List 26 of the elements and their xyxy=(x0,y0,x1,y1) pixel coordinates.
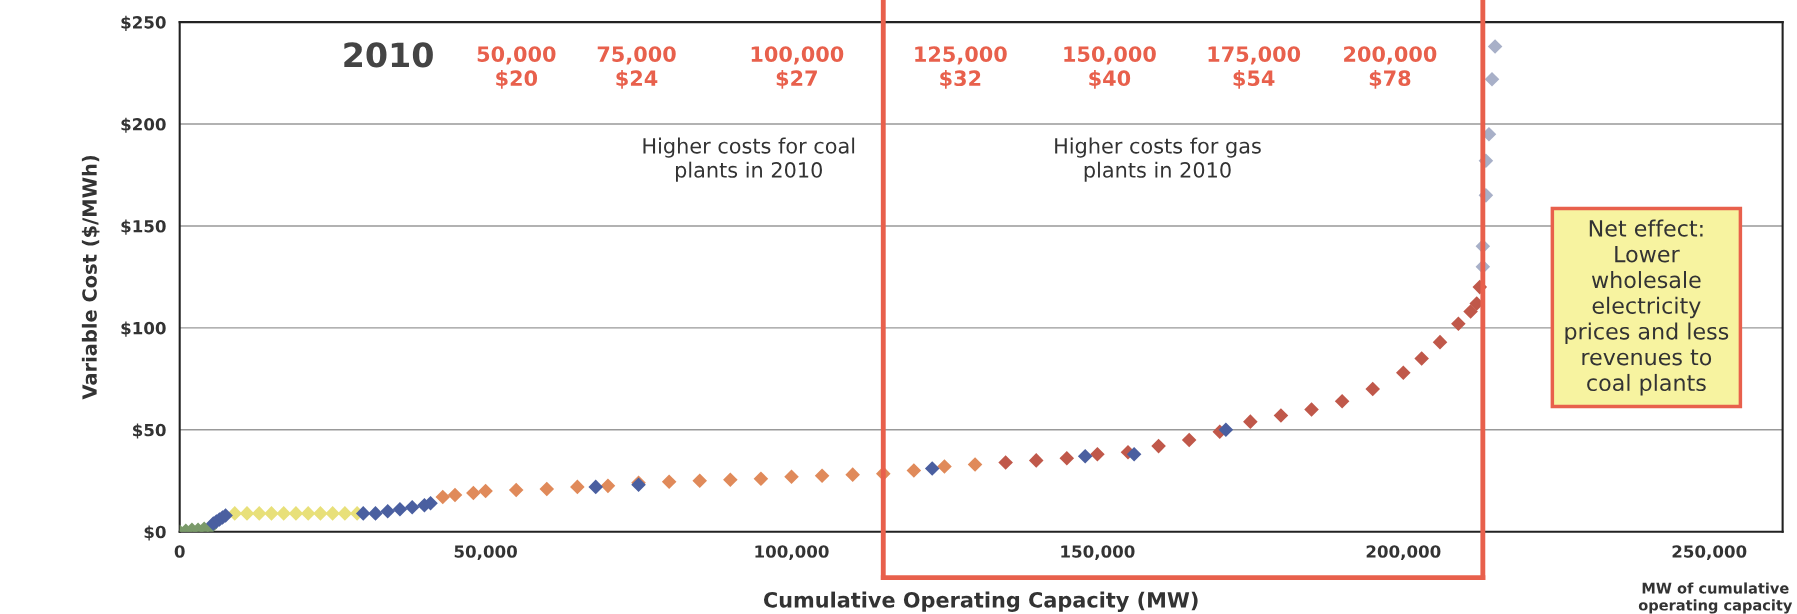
x-tick-label: 0 xyxy=(174,545,185,558)
x-axis-title: Cumulative Operating Capacity (MW) xyxy=(763,591,1198,612)
y-tick-label: $150 xyxy=(121,219,166,235)
y-tick-label: $250 xyxy=(121,15,166,31)
annotation: 125,000 $32 xyxy=(915,46,1007,89)
x-tick-label: 50,000 xyxy=(454,545,517,560)
x-tick-label: 150,000 xyxy=(1061,545,1135,560)
annotation: 2010 xyxy=(344,42,433,68)
annotation: 150,000 $40 xyxy=(1064,46,1156,89)
annotation: Higher costs for coal plants in 2010 xyxy=(643,137,855,182)
y-tick-label: $200 xyxy=(121,117,166,133)
x-tick-label: 100,000 xyxy=(755,545,829,560)
annotation: 50,000 $20 xyxy=(477,46,556,89)
x-tick-label: 200,000 xyxy=(1366,545,1441,560)
y-tick-label: $100 xyxy=(121,321,166,337)
annotation: 175,000 $54 xyxy=(1208,46,1301,89)
annotation: Net effect: Lower wholesale electricity prices and less revenues to coal plants xyxy=(1565,219,1729,396)
annotation: 75,000 $24 xyxy=(597,46,676,89)
annotation: Higher costs for gas plants in 2010 xyxy=(1055,137,1261,182)
text: MW of cumulative operating capacity xyxy=(1638,582,1793,614)
y-tick-label: $50 xyxy=(133,423,166,439)
x-tick-label: 250,000 xyxy=(1672,545,1747,560)
annotation: 100,000 $27 xyxy=(751,46,844,89)
annotation: 200,000 $78 xyxy=(1344,46,1437,89)
y-tick-label: $0 xyxy=(144,525,166,541)
y-axis-title: Variable Cost ($/MWh) xyxy=(81,155,100,400)
